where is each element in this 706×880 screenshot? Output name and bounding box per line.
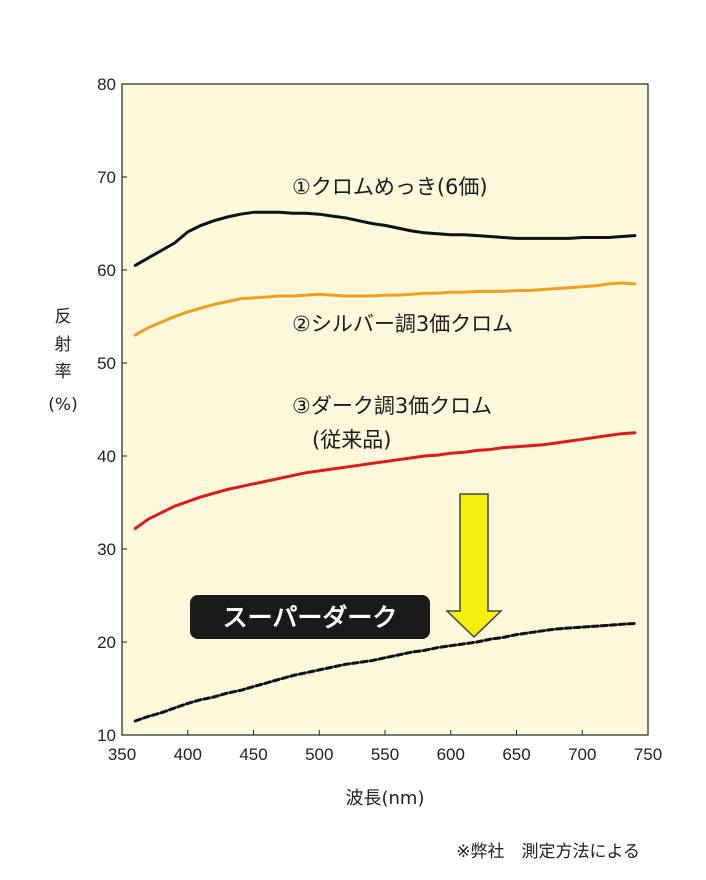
y-axis-title-part: 率 — [55, 362, 72, 382]
down-arrow-icon — [445, 493, 503, 639]
y-tick-label: 10 — [97, 726, 116, 745]
label-silver-trivalent: ②シルバー調3価クロム — [292, 312, 513, 336]
y-tick-label: 40 — [97, 447, 116, 466]
x-tick-label: 500 — [305, 745, 333, 764]
x-tick-label: 750 — [634, 745, 662, 764]
y-tick-label: 80 — [97, 75, 116, 94]
y-tick-label: 70 — [97, 168, 116, 187]
series-line-2 — [133, 281, 637, 337]
super-dark-label: スーパーダーク — [223, 603, 398, 632]
footnote: ※弊社 測定方法による — [456, 842, 640, 862]
y-tick-label: 50 — [97, 354, 116, 373]
y-tick-label: 30 — [97, 540, 116, 559]
series-line-1 — [133, 210, 637, 267]
y-axis-title: 反射率 (%) — [48, 307, 77, 415]
label-conventional: (従来品) — [312, 428, 391, 452]
x-tick-label: 350 — [108, 745, 136, 764]
axis-layer: 350 400 450 500 550 600 650 700 750 10 20 30 40 50 60 7… — [97, 75, 662, 764]
y-axis-title-part: 反 — [55, 307, 72, 327]
series-layer — [133, 210, 637, 723]
y-axis-title-part: (%) — [48, 395, 77, 415]
super-dark-badge — [190, 595, 430, 639]
x-axis-title: 波長(nm) — [346, 788, 425, 809]
series-line-4 — [133, 621, 637, 723]
x-tick-label: 400 — [174, 745, 202, 764]
x-tick-label: 700 — [568, 745, 596, 764]
label-dark-trivalent: ③ダーク調3価クロム — [292, 394, 492, 418]
x-tick-label: 550 — [371, 745, 399, 764]
label-chrome-plating: ①クロムめっき(6価) — [292, 175, 488, 199]
y-tick-label: 20 — [97, 633, 116, 652]
x-tick-label: 650 — [502, 745, 530, 764]
y-tick-label: 60 — [97, 261, 116, 280]
x-tick-label: 600 — [437, 745, 465, 764]
series-line-3 — [133, 431, 637, 530]
x-tick-label: 450 — [239, 745, 267, 764]
y-axis-title-part: 射 — [55, 335, 72, 355]
